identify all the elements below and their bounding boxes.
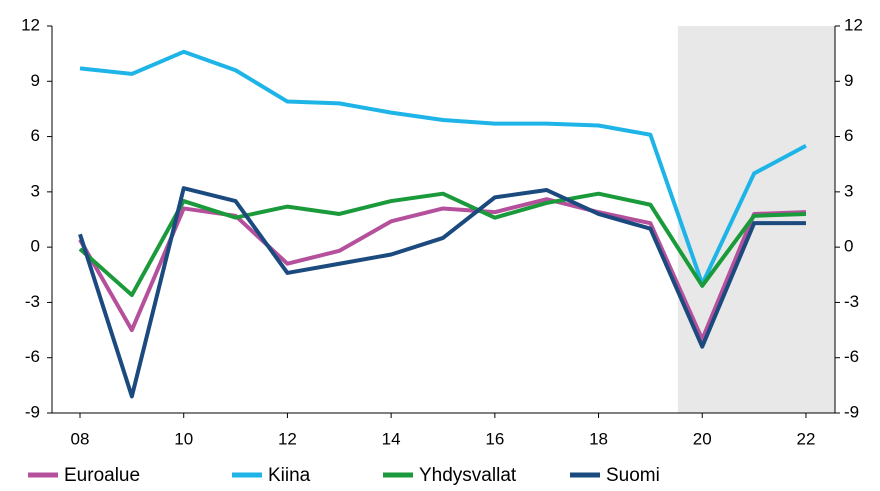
x-tick-label: 10 bbox=[174, 429, 193, 448]
y-tick-label: -9 bbox=[25, 402, 40, 421]
y2-tick-label: -9 bbox=[844, 402, 859, 421]
y-tick-label: -3 bbox=[25, 292, 40, 311]
legend-label: Kiina bbox=[268, 465, 311, 486]
series-line bbox=[79, 49, 807, 286]
y-tick-label: 3 bbox=[31, 181, 40, 200]
y2-tick-label: 9 bbox=[844, 71, 853, 90]
y-tick-label: -6 bbox=[25, 347, 40, 366]
y2-tick-label: 6 bbox=[844, 126, 853, 145]
y2-tick-label: 12 bbox=[844, 15, 863, 34]
y2-tick-label: 3 bbox=[844, 181, 853, 200]
y-tick-label: 6 bbox=[31, 126, 40, 145]
y2-tick-label: -6 bbox=[844, 347, 859, 366]
x-tick-label: 20 bbox=[693, 429, 712, 448]
legend-label: Euroalue bbox=[64, 465, 140, 486]
shaded-region bbox=[677, 26, 835, 413]
x-tick-label: 08 bbox=[71, 429, 90, 448]
series-line bbox=[78, 197, 807, 342]
x-tick-label: 22 bbox=[797, 429, 816, 448]
legend-label: Yhdysvallat bbox=[419, 465, 517, 486]
y-tick-label: 0 bbox=[31, 237, 40, 256]
x-tick-label: 14 bbox=[382, 429, 401, 448]
x-tick-label: 12 bbox=[278, 429, 297, 448]
y-tick-label: 9 bbox=[31, 71, 40, 90]
y2-tick-label: 0 bbox=[844, 237, 853, 256]
y2-tick-label: -3 bbox=[844, 292, 859, 311]
series-line bbox=[78, 186, 806, 399]
series-line bbox=[78, 191, 807, 298]
y-tick-label: 12 bbox=[21, 15, 40, 34]
x-tick-label: 16 bbox=[485, 429, 504, 448]
legend-label: Suomi bbox=[606, 465, 660, 486]
x-tick-label: 18 bbox=[589, 429, 608, 448]
